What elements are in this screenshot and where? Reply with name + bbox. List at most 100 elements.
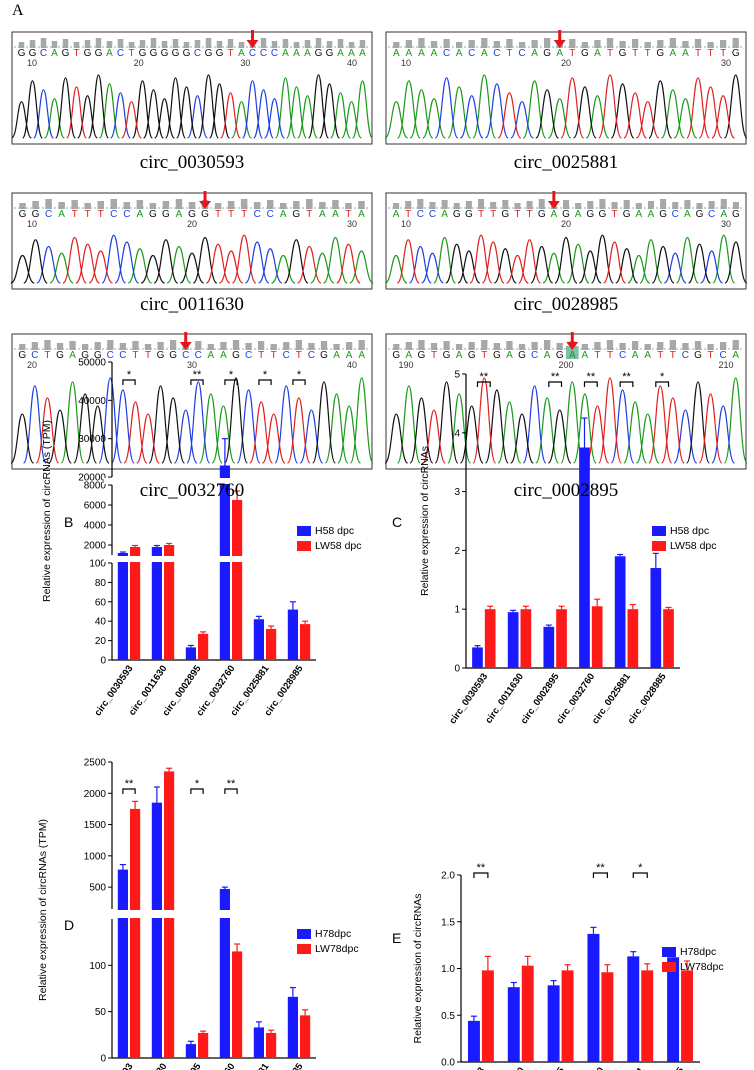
quality-bar [348, 42, 355, 48]
trace-A [49, 236, 374, 284]
chromatogram-label-circ-0025881: circ_0025881 [513, 152, 619, 173]
legend-swatch [297, 929, 311, 939]
legend-label: H58 dpc [670, 525, 709, 537]
significance-label: * [638, 862, 643, 874]
base-call: G [465, 209, 473, 220]
base-call: G [623, 209, 631, 220]
base-call: A [506, 350, 513, 361]
quality-bar [293, 42, 300, 48]
bar-H78dpc-circ_0032760 [219, 888, 230, 1058]
quality-bar [632, 341, 639, 350]
quality-bar [669, 340, 676, 350]
mutation-arrow-head [553, 40, 566, 48]
significance-label: ** [227, 778, 236, 790]
base-call: G [320, 350, 328, 361]
trace-C [33, 80, 285, 139]
base-call: C [31, 350, 38, 361]
legend-label: LW58 dpc [315, 540, 362, 552]
significance-label: * [127, 369, 132, 381]
y-tick-label: 1.0 [441, 964, 455, 975]
bar-H58 dpc-circ_0032760 [219, 465, 230, 660]
base-call: C [682, 350, 689, 361]
quality-bar [106, 41, 113, 48]
y-tick-label: 0 [100, 656, 106, 667]
quality-bar [358, 340, 365, 350]
base-call: T [215, 209, 221, 220]
bar-H78dpc-circ_0030593 [467, 1020, 480, 1062]
quality-bar [623, 200, 630, 209]
quality-bar [194, 40, 201, 48]
quality-bar [280, 203, 287, 209]
base-call: T [258, 350, 264, 361]
quality-bar [306, 199, 313, 209]
quality-bar [139, 40, 146, 48]
y-tick-label: 80 [95, 578, 107, 589]
bar-H78dpc-circ_0011630 [507, 987, 520, 1062]
quality-bar [110, 199, 118, 209]
base-call: G [94, 350, 102, 361]
axis-break-gap-over-bars [113, 478, 317, 484]
y-axis-label: Relative expression of circRNAs [419, 446, 431, 596]
quality-bar [544, 340, 551, 350]
base-call: G [216, 48, 224, 59]
base-call: G [81, 350, 89, 361]
quality-bar [172, 39, 179, 48]
quality-bar [531, 40, 538, 48]
base-call: A [337, 48, 344, 59]
bar-H58 dpc-circ_0002895 [543, 626, 555, 668]
base-call: A [238, 48, 245, 59]
base-call: A [358, 209, 365, 220]
position-tick-label: 210 [718, 360, 733, 370]
base-call: G [162, 209, 170, 220]
y-tick-label: 2000 [84, 541, 107, 552]
base-call: C [107, 350, 114, 361]
quality-bar [245, 343, 252, 350]
bar-H78dpc-circ_0002895 [185, 1044, 196, 1058]
quality-bar [128, 42, 135, 48]
base-call: G [18, 350, 26, 361]
base-call: C [720, 350, 727, 361]
base-call: A [220, 350, 227, 361]
trace-G [10, 377, 336, 464]
quality-bar [123, 202, 131, 209]
y-tick-label: 0 [454, 664, 460, 675]
base-call: T [145, 350, 151, 361]
base-call: A [280, 209, 287, 220]
quality-bar [669, 38, 676, 48]
significance-label: * [660, 371, 665, 383]
quality-bar [694, 341, 702, 350]
position-tick-label: 20 [134, 58, 144, 68]
base-call: C [443, 48, 450, 59]
y-tick-label: 20 [95, 636, 107, 647]
quality-bar [150, 38, 157, 48]
base-call: G [493, 350, 501, 361]
base-call: A [51, 48, 58, 59]
base-call: T [569, 48, 575, 59]
y-tick-label: 0.0 [441, 1058, 455, 1069]
base-call: A [635, 209, 642, 220]
quality-bar [581, 42, 588, 48]
bar-LW78dpc-circ_0028985 [681, 970, 694, 1062]
quality-bar [707, 344, 714, 350]
base-call: G [315, 48, 323, 59]
base-call: T [607, 48, 613, 59]
trace-A [396, 377, 748, 464]
base-call: T [98, 209, 104, 220]
quality-bar [56, 343, 64, 350]
base-call: T [607, 350, 613, 361]
base-call: A [282, 48, 289, 59]
base-call: A [632, 350, 639, 361]
quality-bar [332, 200, 339, 209]
base-call: A [441, 209, 448, 220]
axis-break-gap-over-bars [113, 556, 317, 562]
base-call: A [346, 350, 353, 361]
panel-letter-C: C [392, 514, 402, 530]
quality-bar [587, 201, 594, 209]
bar-LW78dpc-circ_0011630 [521, 965, 534, 1062]
significance-bracket [224, 788, 238, 794]
bar-LW58 dpc-circ_0032760 [591, 606, 603, 668]
quality-bar [359, 40, 366, 48]
legend-label: H78dpc [315, 928, 351, 940]
y-tick-label: 1 [454, 605, 460, 616]
quality-bar [207, 344, 214, 350]
